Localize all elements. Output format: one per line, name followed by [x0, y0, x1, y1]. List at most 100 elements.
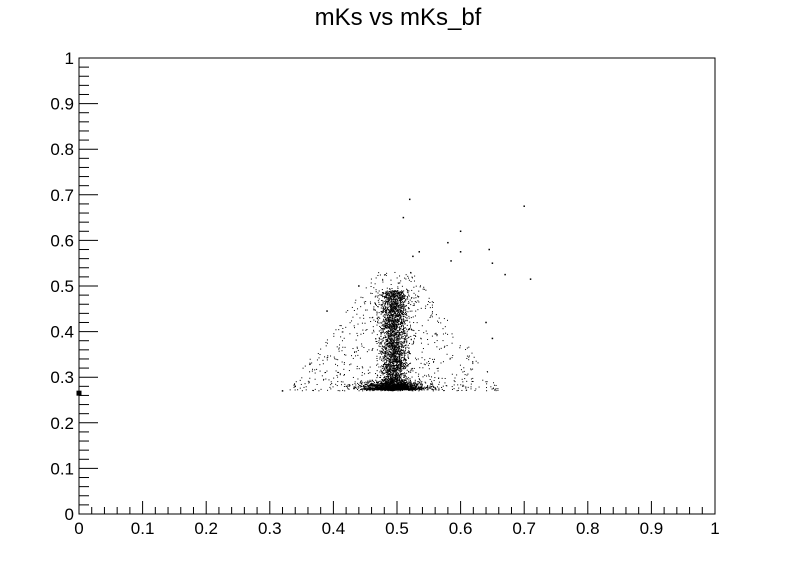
- scatter-point: [433, 389, 435, 391]
- scatter-point: [421, 351, 423, 353]
- scatter-point: [432, 302, 434, 304]
- scatter-point: [436, 335, 438, 337]
- scatter-point: [387, 292, 389, 294]
- scatter-point: [357, 323, 359, 325]
- scatter-point: [393, 298, 395, 300]
- scatter-point: [394, 342, 396, 344]
- scatter-point: [379, 338, 381, 340]
- scatter-point: [451, 388, 453, 390]
- scatter-point: [397, 343, 399, 345]
- scatter-point: [392, 346, 394, 348]
- scatter-point: [409, 299, 411, 301]
- scatter-point: [407, 328, 409, 330]
- scatter-point: [399, 302, 401, 304]
- scatter-point: [381, 328, 383, 330]
- scatter-point: [388, 328, 390, 330]
- scatter-point: [356, 368, 358, 370]
- scatter-point: [397, 358, 399, 360]
- scatter-point: [383, 354, 385, 356]
- scatter-point: [444, 326, 446, 328]
- scatter-point: [343, 363, 345, 365]
- scatter-point: [386, 311, 388, 313]
- scatter-point: [417, 296, 419, 298]
- scatter-point: [388, 297, 390, 299]
- scatter-point: [382, 366, 384, 368]
- scatter-point: [406, 382, 408, 384]
- scatter-point: [452, 336, 454, 338]
- scatter-point: [394, 324, 396, 326]
- scatter-point: [400, 357, 402, 359]
- scatter-point: [435, 333, 437, 335]
- scatter-point: [358, 285, 360, 287]
- scatter-point: [408, 387, 409, 389]
- scatter-point: [401, 299, 403, 301]
- scatter-point: [393, 356, 395, 358]
- scatter-point: [410, 382, 412, 384]
- scatter-point: [407, 365, 409, 367]
- scatter-point: [376, 386, 378, 388]
- scatter-point: [336, 346, 338, 348]
- scatter-point: [389, 324, 391, 325]
- scatter-point: [380, 370, 382, 372]
- x-tick-label: 0.8: [576, 519, 600, 538]
- scatter-point: [393, 313, 395, 315]
- scatter-point: [397, 352, 399, 354]
- scatter-point: [392, 372, 394, 374]
- scatter-point: [359, 389, 361, 391]
- scatter-point: [412, 343, 414, 345]
- scatter-point: [402, 310, 404, 312]
- scatter-point: [325, 372, 327, 374]
- scatter-point: [393, 378, 395, 380]
- scatter-point: [377, 375, 379, 377]
- scatter-point: [392, 369, 394, 371]
- scatter-point: [398, 361, 400, 363]
- scatter-point: [393, 382, 395, 384]
- scatter-point: [387, 304, 389, 306]
- scatter-point: [405, 389, 407, 391]
- scatter-point: [429, 307, 431, 309]
- scatter-point: [398, 378, 400, 380]
- scatter-point: [400, 366, 402, 368]
- scatter-point: [401, 382, 403, 384]
- scatter-point: [451, 373, 453, 375]
- scatter-point: [378, 353, 380, 354]
- scatter-point: [393, 295, 395, 297]
- scatter-point: [404, 378, 406, 380]
- scatter-point: [396, 291, 398, 293]
- scatter-point: [361, 388, 363, 390]
- scatter-point: [394, 321, 396, 323]
- scatter-point: [391, 299, 393, 301]
- scatter-point: [393, 308, 395, 310]
- scatter-point: [398, 320, 400, 322]
- scatter-point: [384, 334, 386, 336]
- scatter-point: [397, 385, 399, 387]
- scatter-point: [384, 305, 386, 307]
- scatter-point: [404, 379, 406, 381]
- scatter-point: [424, 381, 426, 383]
- scatter-point: [401, 352, 403, 354]
- scatter-point: [375, 289, 377, 291]
- scatter-point: [397, 353, 399, 355]
- scatter-point: [392, 367, 394, 369]
- scatter-point: [408, 379, 410, 381]
- scatter-point: [326, 359, 328, 361]
- scatter-point: [407, 384, 409, 386]
- scatter-point: [392, 356, 394, 358]
- scatter-point: [387, 348, 389, 350]
- scatter-point: [402, 356, 404, 358]
- scatter-point: [390, 377, 392, 379]
- scatter-point: [429, 386, 431, 388]
- scatter-point: [432, 385, 434, 387]
- scatter-point: [316, 359, 318, 361]
- scatter-point: [428, 364, 430, 366]
- scatter-point: [395, 346, 397, 348]
- scatter-point: [394, 378, 396, 380]
- scatter-point: [370, 387, 372, 389]
- scatter-point: [363, 386, 365, 388]
- scatter-point: [400, 295, 402, 297]
- scatter-point: [391, 380, 392, 382]
- scatter-point: [390, 341, 392, 343]
- scatter-point: [396, 367, 398, 369]
- scatter-point: [309, 371, 311, 373]
- scatter-point: [393, 323, 395, 325]
